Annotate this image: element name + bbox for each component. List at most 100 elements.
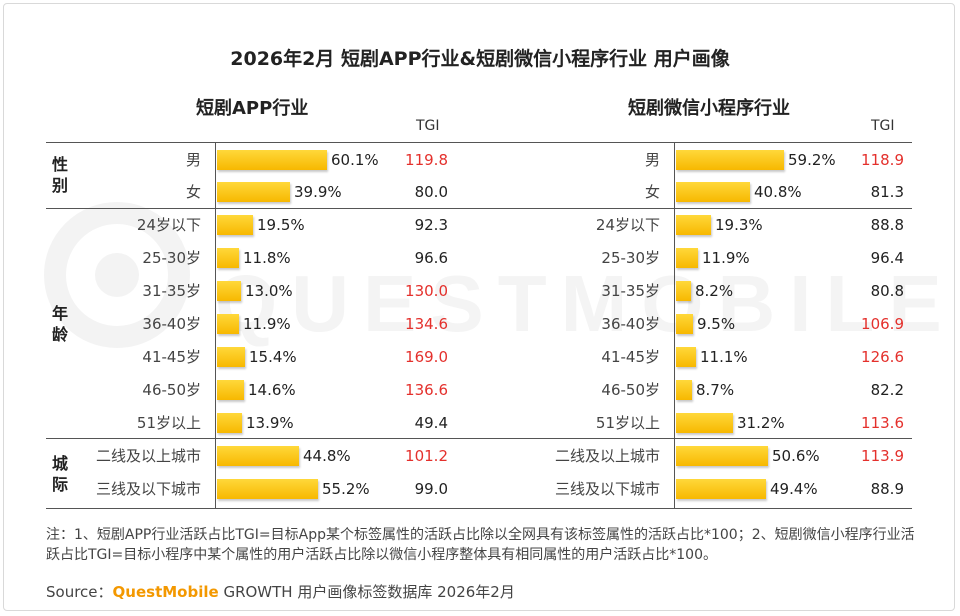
category-label: 24岁以下 xyxy=(136,216,201,234)
bar xyxy=(676,347,696,367)
bar xyxy=(217,347,245,367)
tgi-value: 96.4 xyxy=(870,249,904,267)
bar xyxy=(676,314,693,334)
tgi-value: 126.6 xyxy=(861,348,904,366)
bar-value-label: 14.6% xyxy=(248,381,296,399)
category-label: 女 xyxy=(185,183,201,201)
rule-bottom xyxy=(46,508,912,509)
bar-value-label: 13.9% xyxy=(246,414,294,432)
bar-value-label: 31.2% xyxy=(737,414,785,432)
tgi-value: 88.8 xyxy=(870,216,904,234)
bar xyxy=(676,446,768,466)
bar-value-label: 8.7% xyxy=(696,381,735,399)
bar xyxy=(217,215,253,235)
category-label: 36-40岁 xyxy=(142,315,201,333)
category-label: 31-35岁 xyxy=(601,282,660,300)
bar xyxy=(217,413,242,433)
source-suffix: GROWTH 用户画像标签数据库 2026年2月 xyxy=(218,583,515,601)
chart-frame xyxy=(3,3,955,611)
footnote: 注：1、短剧APP行业活跃占比TGI=目标App某个标签属性的活跃占比除以全网具… xyxy=(46,527,915,563)
tgi-value: 119.8 xyxy=(405,151,448,169)
group-label-city: 城 际 xyxy=(52,454,69,494)
right-tgi-header: TGI xyxy=(871,118,895,134)
bar xyxy=(217,479,318,499)
category-label: 46-50岁 xyxy=(142,381,201,399)
bar-value-label: 15.4% xyxy=(249,348,297,366)
bar xyxy=(217,281,241,301)
bar-value-label: 13.0% xyxy=(245,282,293,300)
bar xyxy=(676,182,750,202)
category-label: 男 xyxy=(185,151,201,169)
tgi-value: 134.6 xyxy=(405,315,448,333)
right-panel-title: 短剧微信小程序行业 xyxy=(628,98,790,119)
tgi-value: 169.0 xyxy=(405,348,448,366)
bar xyxy=(676,479,766,499)
bar-value-label: 55.2% xyxy=(322,480,370,498)
category-label: 三线及以下城市 xyxy=(554,480,660,498)
tgi-value: 88.9 xyxy=(870,480,904,498)
tgi-value: 80.0 xyxy=(414,183,448,201)
tgi-value: 106.9 xyxy=(861,315,904,333)
tgi-value: 99.0 xyxy=(414,480,448,498)
rule-top xyxy=(46,142,912,143)
category-label: 三线及以下城市 xyxy=(95,480,201,498)
bar xyxy=(676,413,733,433)
category-label: 女 xyxy=(644,183,660,201)
bar-value-label: 9.5% xyxy=(697,315,736,333)
category-label: 25-30岁 xyxy=(142,249,201,267)
category-label: 41-45岁 xyxy=(601,348,660,366)
tgi-value: 101.2 xyxy=(405,447,448,465)
bar-value-label: 8.2% xyxy=(695,282,734,300)
group-label-age: 年 龄 xyxy=(52,304,69,344)
bar xyxy=(676,248,698,268)
source-prefix: Source： xyxy=(46,583,113,601)
bar xyxy=(676,380,692,400)
category-label: 二线及以上城市 xyxy=(95,447,201,465)
left-axis-line xyxy=(215,142,216,508)
bar-value-label: 60.1% xyxy=(331,151,379,169)
category-label: 36-40岁 xyxy=(601,315,660,333)
category-label: 二线及以上城市 xyxy=(554,447,660,465)
bar xyxy=(217,150,327,170)
source-brand: QuestMobile xyxy=(112,583,219,601)
bar-value-label: 39.9% xyxy=(294,183,342,201)
tgi-value: 113.6 xyxy=(861,414,904,432)
category-label: 31-35岁 xyxy=(142,282,201,300)
category-label: 41-45岁 xyxy=(142,348,201,366)
bar-value-label: 11.8% xyxy=(243,249,291,267)
bar xyxy=(676,150,784,170)
category-label: 51岁以上 xyxy=(595,414,660,432)
category-label: 25-30岁 xyxy=(601,249,660,267)
tgi-value: 96.6 xyxy=(414,249,448,267)
left-tgi-header: TGI xyxy=(416,118,440,134)
category-label: 51岁以上 xyxy=(136,414,201,432)
bar-value-label: 50.6% xyxy=(772,447,820,465)
tgi-value: 81.3 xyxy=(870,183,904,201)
bar-value-label: 19.3% xyxy=(715,216,763,234)
bar xyxy=(217,314,239,334)
bar-value-label: 59.2% xyxy=(788,151,836,169)
rule-age-city xyxy=(46,438,912,439)
left-panel-title: 短剧APP行业 xyxy=(196,98,309,119)
bar xyxy=(217,380,244,400)
bar-value-label: 11.9% xyxy=(243,315,291,333)
category-label: 男 xyxy=(644,151,660,169)
category-label: 46-50岁 xyxy=(601,381,660,399)
tgi-value: 118.9 xyxy=(861,151,904,169)
bar xyxy=(676,215,711,235)
right-axis-line xyxy=(674,142,675,508)
bar-value-label: 11.1% xyxy=(700,348,748,366)
rule-gender-age xyxy=(46,208,912,209)
bar-value-label: 19.5% xyxy=(257,216,305,234)
group-label-gender: 性 别 xyxy=(52,155,69,195)
tgi-value: 136.6 xyxy=(405,381,448,399)
tgi-value: 82.2 xyxy=(870,381,904,399)
category-label: 24岁以下 xyxy=(595,216,660,234)
source-line: Source：QuestMobile GROWTH 用户画像标签数据库 2026… xyxy=(46,581,515,602)
bar xyxy=(676,281,691,301)
tgi-value: 113.9 xyxy=(861,447,904,465)
bar xyxy=(217,446,299,466)
bar-value-label: 49.4% xyxy=(770,480,818,498)
tgi-value: 80.8 xyxy=(870,282,904,300)
tgi-value: 130.0 xyxy=(405,282,448,300)
